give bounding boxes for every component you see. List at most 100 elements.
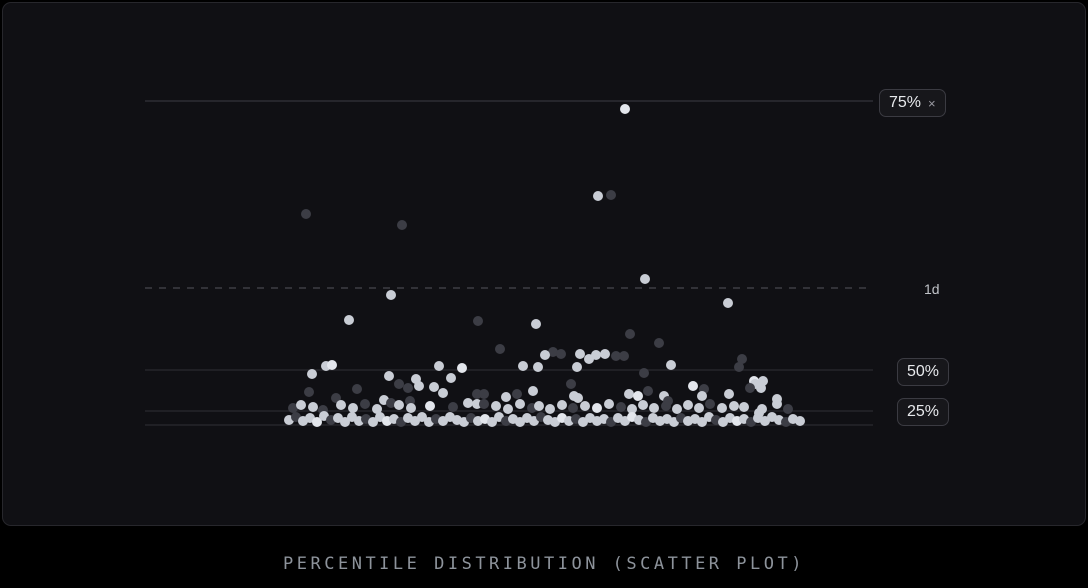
- scatter-point: [512, 389, 522, 399]
- scatter-point: [606, 190, 616, 200]
- scatter-point: [545, 404, 555, 414]
- scatter-point: [616, 402, 626, 412]
- scatter-point: [533, 362, 543, 372]
- scatter-point: [724, 389, 734, 399]
- scatter-point: [487, 417, 497, 427]
- scatter-point: [772, 399, 782, 409]
- scatter-point: [288, 403, 298, 413]
- scatter-point: [745, 383, 755, 393]
- scatter-point: [661, 401, 671, 411]
- scatter-point: [548, 347, 558, 357]
- scatter-point: [683, 400, 693, 410]
- scatter-point: [472, 399, 482, 409]
- scatter-point: [397, 220, 407, 230]
- scatter-point: [372, 404, 382, 414]
- scatter-point: [503, 404, 513, 414]
- scatter-point: [757, 404, 767, 414]
- scatter-point: [331, 393, 341, 403]
- scatter-point: [386, 290, 396, 300]
- scatter-point: [566, 379, 576, 389]
- scatter-point: [344, 315, 354, 325]
- scatter-point: [348, 403, 358, 413]
- percentile-50-chip[interactable]: 50%: [897, 358, 950, 386]
- scatter-point: [688, 381, 698, 391]
- chart-title: PERCENTILE DISTRIBUTION (SCATTER PLOT): [283, 554, 805, 574]
- scatter-point: [501, 392, 511, 402]
- scatter-point: [403, 383, 413, 393]
- scatter-point: [472, 389, 482, 399]
- scatter-point: [448, 402, 458, 412]
- scatter-point: [394, 400, 404, 410]
- scatter-point: [515, 399, 525, 409]
- scatter-point: [620, 104, 630, 114]
- scatter-point: [417, 412, 427, 422]
- scatter-point: [518, 361, 528, 371]
- scatter-point: [425, 401, 435, 411]
- percentile-75-label: 75%: [889, 94, 922, 111]
- scatter-point: [479, 399, 489, 409]
- scatter-point: [717, 403, 727, 413]
- scatter-point: [640, 274, 650, 284]
- scatter-point: [301, 209, 311, 219]
- scatter-point: [783, 404, 793, 414]
- scatter-point: [473, 316, 483, 326]
- percentile-75-chip[interactable]: 75% ×: [879, 89, 946, 117]
- close-icon[interactable]: ×: [928, 95, 936, 111]
- scatter-point: [584, 354, 594, 364]
- scatter-point: [795, 416, 805, 426]
- scatter-point: [580, 401, 590, 411]
- scatter-point: [308, 402, 318, 412]
- scatter-point: [360, 399, 370, 409]
- scatter-point: [638, 400, 648, 410]
- scatter-point: [384, 371, 394, 381]
- scatter-point: [327, 360, 337, 370]
- scatter-point: [627, 404, 637, 414]
- scatter-point: [531, 319, 541, 329]
- scatter-point: [394, 379, 404, 389]
- scatter-point: [625, 329, 635, 339]
- scatter-point: [307, 369, 317, 379]
- scatter-point: [654, 338, 664, 348]
- scatter-point: [368, 417, 378, 427]
- scatter-point: [446, 373, 456, 383]
- scatter-point: [729, 401, 739, 411]
- scatter-point: [592, 403, 602, 413]
- scatter-point: [697, 417, 707, 427]
- scatter-point: [457, 363, 467, 373]
- scatter-point: [540, 350, 550, 360]
- scatter-point: [534, 401, 544, 411]
- scatter-point: [697, 391, 707, 401]
- scatter-point: [495, 344, 505, 354]
- scatter-point: [340, 417, 350, 427]
- percentile-50-label: 50%: [907, 363, 940, 380]
- chart-panel: 75% × 1d 50% 25%: [2, 2, 1086, 526]
- scatter-point: [739, 402, 749, 412]
- scatter-point: [666, 360, 676, 370]
- scatter-point: [528, 386, 538, 396]
- scatter-point: [304, 387, 314, 397]
- scatter-point: [639, 368, 649, 378]
- scatter-point: [619, 351, 629, 361]
- scatter-point: [705, 399, 715, 409]
- scatter-point: [572, 362, 582, 372]
- scatter-point: [568, 403, 578, 413]
- scatter-point: [573, 393, 583, 403]
- one-day-label: 1d: [924, 281, 940, 297]
- percentile-25-chip[interactable]: 25%: [897, 398, 950, 426]
- scatter-point: [296, 400, 306, 410]
- scatter-point: [643, 386, 653, 396]
- scatter-point: [556, 349, 566, 359]
- scatter-point: [633, 391, 643, 401]
- scatter-point: [352, 384, 362, 394]
- percentile-25-label: 25%: [907, 403, 940, 420]
- scatter-point: [734, 362, 744, 372]
- scatter-point: [463, 398, 473, 408]
- scatter-point: [575, 349, 585, 359]
- scatter-point: [604, 399, 614, 409]
- scatter-point: [649, 403, 659, 413]
- scatter-point: [723, 298, 733, 308]
- scatter-point: [434, 361, 444, 371]
- scatter-point: [438, 388, 448, 398]
